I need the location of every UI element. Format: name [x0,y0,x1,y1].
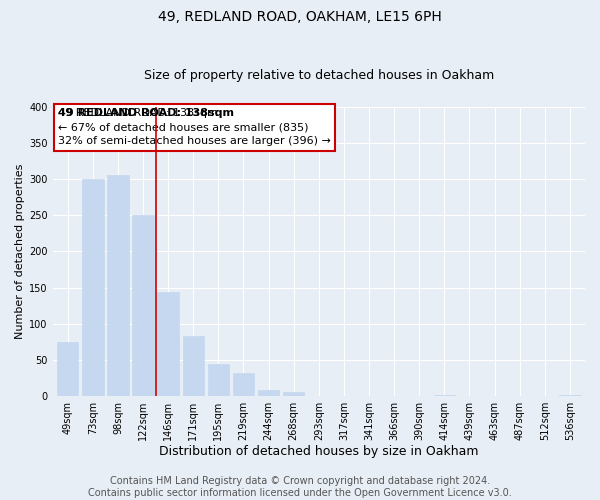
Bar [283,392,304,396]
Bar [107,176,128,396]
Bar [559,394,581,396]
Bar [182,336,204,396]
Bar [57,342,79,396]
Text: Contains HM Land Registry data © Crown copyright and database right 2024.
Contai: Contains HM Land Registry data © Crown c… [88,476,512,498]
Text: 49 REDLAND ROAD: 138sqm: 49 REDLAND ROAD: 138sqm [58,108,234,118]
Text: 49, REDLAND ROAD, OAKHAM, LE15 6PH: 49, REDLAND ROAD, OAKHAM, LE15 6PH [158,10,442,24]
Bar [258,390,279,396]
Bar [133,216,154,396]
X-axis label: Distribution of detached houses by size in Oakham: Distribution of detached houses by size … [159,444,479,458]
Title: Size of property relative to detached houses in Oakham: Size of property relative to detached ho… [144,69,494,82]
Bar [208,364,229,396]
Bar [82,179,104,396]
Bar [157,292,179,396]
Text: 49 REDLAND ROAD: 138sqm
← 67% of detached houses are smaller (835)
32% of semi-d: 49 REDLAND ROAD: 138sqm ← 67% of detache… [58,108,331,146]
Y-axis label: Number of detached properties: Number of detached properties [15,164,25,339]
Bar [233,373,254,396]
